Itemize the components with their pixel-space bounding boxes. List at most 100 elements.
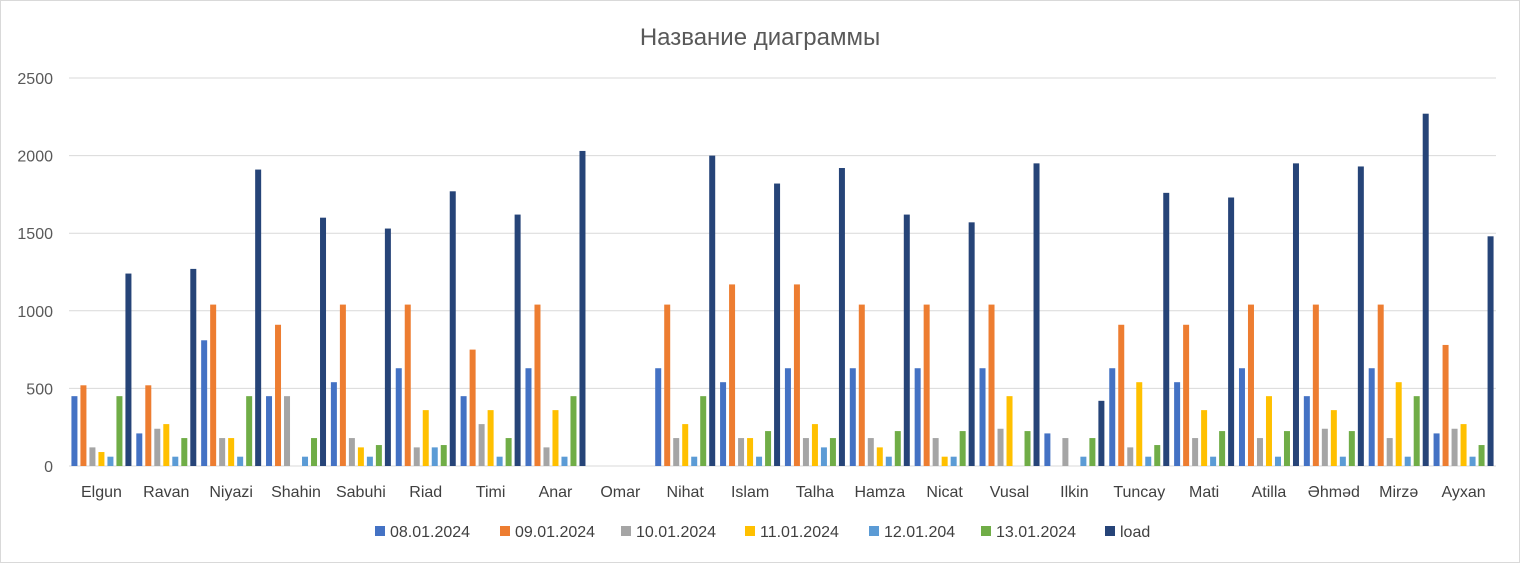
- bar: [894, 431, 901, 466]
- bar: [867, 438, 874, 466]
- bar: [330, 382, 337, 466]
- bar: [1127, 447, 1134, 466]
- bar: [275, 324, 282, 466]
- bar: [1136, 382, 1143, 466]
- bar: [348, 438, 355, 466]
- bar: [802, 438, 809, 466]
- bar: [1339, 456, 1346, 466]
- bar: [1348, 431, 1355, 466]
- bar: [774, 183, 781, 466]
- bar: [1062, 438, 1069, 466]
- bar: [375, 445, 382, 466]
- bar: [1487, 236, 1494, 466]
- bar: [1368, 368, 1375, 466]
- bar: [858, 304, 865, 466]
- bar: [1006, 396, 1013, 466]
- bar: [1413, 396, 1420, 466]
- bar: [145, 385, 152, 466]
- bar: [1192, 438, 1199, 466]
- bar: [431, 447, 438, 466]
- legend-swatch: [621, 526, 631, 536]
- legend-label: 09.01.2024: [515, 524, 595, 541]
- bar: [136, 433, 143, 466]
- x-category-label: Nihat: [667, 484, 705, 501]
- bar: [1080, 456, 1087, 466]
- bar: [487, 410, 494, 466]
- bar: [1404, 456, 1411, 466]
- bar: [71, 396, 78, 466]
- bar: [1274, 456, 1281, 466]
- bar: [1433, 433, 1440, 466]
- bar: [266, 396, 273, 466]
- legend-label: 13.01.2024: [996, 524, 1076, 541]
- bar: [1256, 438, 1263, 466]
- bar: [914, 368, 921, 466]
- legend-label: 11.01.2024: [760, 524, 839, 541]
- x-category-label: Əhməd: [1308, 484, 1360, 501]
- bar: [543, 447, 550, 466]
- bar: [320, 217, 327, 466]
- y-tick-label: 2000: [17, 149, 53, 166]
- bar: [237, 456, 244, 466]
- bar: [747, 438, 754, 466]
- bar: [673, 438, 680, 466]
- bar: [255, 169, 262, 466]
- y-tick-label: 0: [44, 459, 53, 476]
- bar: [80, 385, 87, 466]
- bar: [181, 438, 188, 466]
- legend-swatch: [1105, 526, 1115, 536]
- bar: [682, 424, 689, 466]
- chart-title: Название диаграммы: [640, 24, 880, 51]
- legend-swatch: [745, 526, 755, 536]
- bar: [1118, 324, 1125, 466]
- x-category-label: Omar: [600, 484, 641, 501]
- bar: [793, 284, 800, 466]
- bar: [395, 368, 402, 466]
- bar: [1478, 445, 1485, 466]
- y-tick-label: 2500: [17, 71, 53, 88]
- bar: [1024, 431, 1031, 466]
- bar: [107, 456, 114, 466]
- x-category-label: Vusal: [990, 484, 1029, 501]
- bar: [505, 438, 512, 466]
- bar: [664, 304, 671, 466]
- gridlines: [69, 77, 1496, 467]
- x-category-label: Shahin: [271, 484, 321, 501]
- bar: [1330, 410, 1337, 466]
- bar: [756, 456, 763, 466]
- bar: [478, 424, 485, 466]
- bar: [784, 368, 791, 466]
- bar: [1033, 163, 1040, 467]
- bar: [1145, 456, 1152, 466]
- bar: [413, 447, 420, 466]
- x-category-label: Mirzə: [1379, 484, 1418, 501]
- bar: [534, 304, 541, 466]
- legend-swatch: [981, 526, 991, 536]
- bar: [1089, 438, 1096, 466]
- bar: [154, 428, 161, 466]
- bar: [302, 456, 309, 466]
- bar: [1469, 456, 1476, 466]
- bar: [1098, 400, 1105, 466]
- bar: [1377, 304, 1384, 466]
- bar: [691, 456, 698, 466]
- bar: [163, 424, 170, 466]
- legend: 08.01.2024 09.01.2024 10.01.2024 11.01.2024…: [375, 524, 1150, 541]
- bar: [709, 155, 716, 466]
- bar: [849, 368, 856, 466]
- bar: [720, 382, 727, 466]
- bar: [116, 396, 123, 466]
- bar: [311, 438, 318, 466]
- bar: [885, 456, 892, 466]
- bar: [968, 222, 975, 466]
- bar: [811, 424, 818, 466]
- bar: [98, 452, 105, 466]
- bar: [1303, 396, 1310, 466]
- bar: [440, 445, 447, 466]
- x-category-label: Islam: [731, 484, 769, 501]
- bar: [357, 447, 364, 466]
- bar: [570, 396, 577, 466]
- x-category-label: Ilkin: [1060, 484, 1088, 501]
- bar: [384, 228, 391, 466]
